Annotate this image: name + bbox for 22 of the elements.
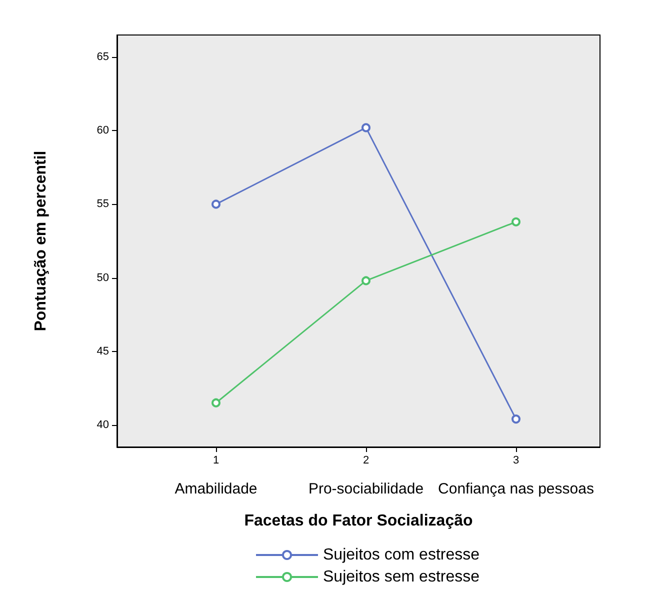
point — [512, 414, 520, 424]
y-axis-title: Pontuação em percentil — [32, 150, 50, 332]
x-tick-label: 3 — [512, 454, 520, 466]
y-tick-label: 40 — [96, 418, 109, 431]
point — [512, 217, 520, 226]
x-axis-title: Facetas do Fator Socialização — [244, 512, 473, 530]
y-tick-label: 65 — [96, 51, 109, 64]
text: Confiança nas pessoas — [438, 480, 594, 498]
text: Pro-sociabilidade — [308, 480, 424, 498]
x-tick-label: 1 — [212, 454, 220, 466]
y-tick-label: 50 — [96, 272, 109, 284]
legend-label: Sujeitos com estresse — [323, 546, 480, 564]
y-tick-label: 60 — [96, 124, 109, 137]
point — [212, 398, 220, 408]
point — [362, 276, 370, 286]
point — [212, 200, 220, 209]
text: Amabilidade — [174, 480, 258, 498]
point — [362, 123, 370, 132]
legend-label: Sujeitos sem estresse — [323, 568, 480, 586]
x-tick-label: 2 — [362, 454, 370, 466]
y-tick-label: 45 — [96, 345, 109, 358]
y-tick-label: 55 — [96, 198, 109, 210]
